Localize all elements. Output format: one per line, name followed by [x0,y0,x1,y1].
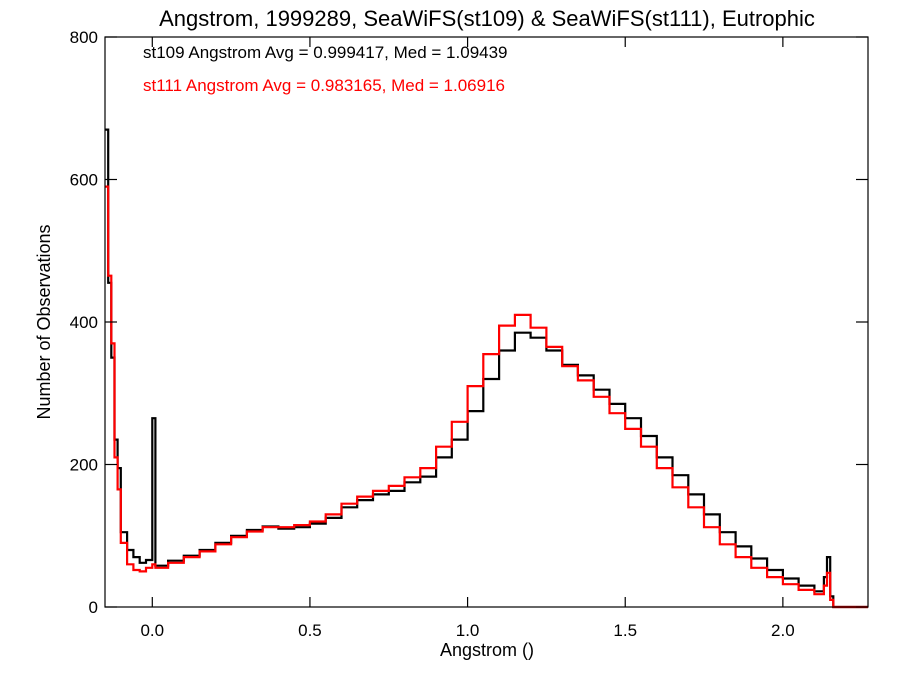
series-line-1 [105,185,868,609]
series-layer [105,128,868,609]
x-axis-label: Angstrom () [440,640,534,660]
tick-layer: 0.0 0.5 1.0 1.5 2.0 0 200 400 600 800 [70,28,868,640]
y-tick-label: 800 [70,28,98,47]
plot-frame [104,36,869,608]
x-tick-label: 0.0 [140,621,164,640]
x-tick-label: 2.0 [771,621,795,640]
series-line-0 [105,128,868,609]
y-tick-label: 200 [70,456,98,475]
y-tick-label: 400 [70,313,98,332]
chart-title: Angstrom, 1999289, SeaWiFS(st109) & SeaW… [159,6,815,31]
x-tick-label: 1.5 [613,621,637,640]
x-tick-label: 0.5 [298,621,322,640]
annotation-st111: st111 Angstrom Avg = 0.983165, Med = 1.0… [143,76,505,95]
y-tick-label: 0 [89,598,98,617]
y-axis-label: Number of Observations [34,224,54,419]
annotation-st109: st109 Angstrom Avg = 0.999417, Med = 1.0… [143,43,508,62]
x-tick-label: 1.0 [456,621,480,640]
y-tick-label: 600 [70,171,98,190]
